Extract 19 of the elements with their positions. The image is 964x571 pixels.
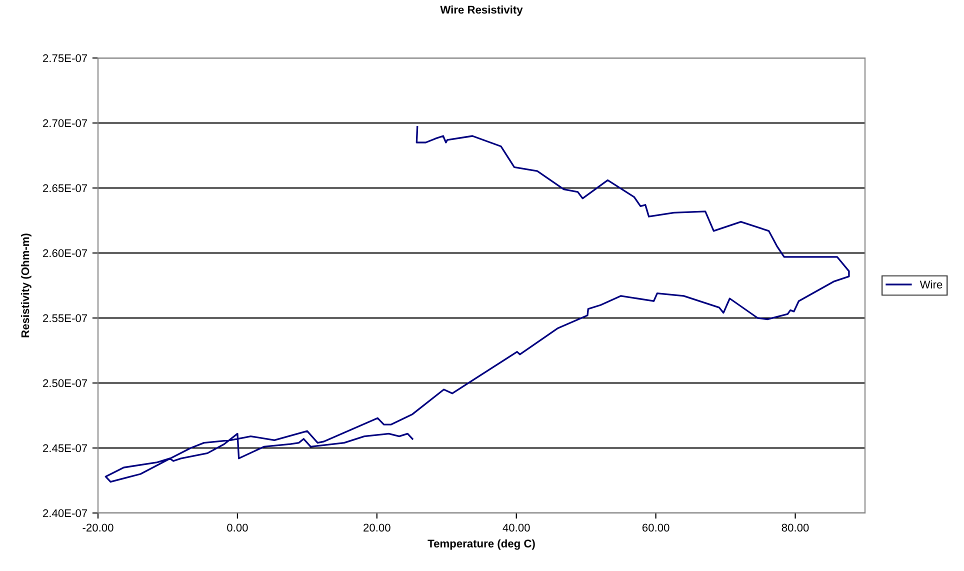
y-axis-title: Resistivity (Ohm-m) (21, 234, 32, 338)
x-tick-label: 40.00 (502, 524, 530, 532)
y-tick-label: 2.75E-07 (43, 54, 88, 62)
x-tick-label: 20.00 (364, 524, 390, 532)
y-tick-label: 2.60E-07 (43, 249, 88, 258)
y-tick-label: 2.65E-07 (43, 184, 88, 192)
y-tick-label: 2.55E-07 (43, 314, 88, 322)
y-tick-label: 2.70E-07 (43, 119, 88, 128)
x-tick-label: 0.00 (227, 524, 248, 532)
x-axis-title: Temperature (deg C) (428, 539, 535, 550)
y-tick-label: 2.45E-07 (43, 444, 88, 452)
y-tick-label: 2.40E-07 (43, 509, 88, 518)
y-tick-label: 2.50E-07 (43, 379, 88, 388)
line-series (104, 126, 850, 483)
x-tick-label: 60.00 (642, 524, 670, 532)
x-tick-label: -20.00 (82, 524, 114, 532)
legend-label: Wire (920, 280, 942, 288)
x-tick-label: 80.00 (782, 524, 809, 532)
chart-title: Wire Resistivity (440, 6, 523, 16)
